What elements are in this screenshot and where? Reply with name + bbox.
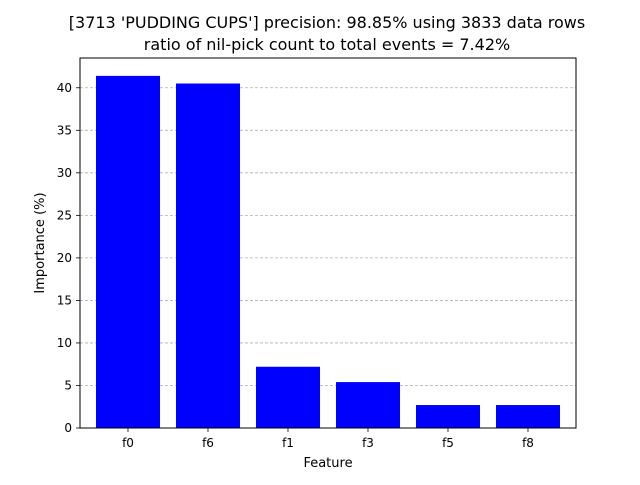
bar-f3 bbox=[336, 382, 400, 428]
y-tick-label: 0 bbox=[64, 421, 72, 435]
y-tick-label: 10 bbox=[57, 336, 72, 350]
bar-f1 bbox=[256, 366, 320, 428]
x-tick-label-f5: f5 bbox=[442, 436, 454, 450]
x-tick-label-f0: f0 bbox=[122, 436, 134, 450]
bar-f5 bbox=[416, 405, 480, 428]
plot-frame bbox=[79, 57, 577, 429]
y-tick-label: 35 bbox=[57, 123, 72, 137]
y-axis-label: Importance (%) bbox=[33, 192, 48, 293]
x-axis-label: Feature bbox=[303, 456, 352, 471]
bar-f8 bbox=[496, 405, 560, 428]
y-tick-label: 25 bbox=[57, 208, 72, 222]
x-tick-label-f6: f6 bbox=[202, 436, 214, 450]
bar-f0 bbox=[96, 75, 160, 429]
bar-f6 bbox=[176, 83, 240, 428]
x-tick-label-f3: f3 bbox=[362, 436, 374, 450]
y-axis-ticks: 0 5 10 15 20 25 30 35 40 bbox=[57, 81, 80, 435]
chart-title-line-2: ratio of nil-pick count to total events … bbox=[144, 35, 510, 54]
bars bbox=[96, 75, 560, 429]
x-tick-label-f8: f8 bbox=[522, 436, 534, 450]
y-tick-label: 30 bbox=[57, 166, 72, 180]
y-tick-label: 15 bbox=[57, 293, 72, 307]
y-tick-label: 5 bbox=[64, 378, 72, 392]
y-tick-label: 40 bbox=[57, 81, 72, 95]
x-axis-ticks: f0 f6 f1 f3 f5 f8 bbox=[122, 428, 534, 450]
chart-title-line-1: [3713 'PUDDING CUPS'] precision: 98.85% … bbox=[69, 13, 585, 32]
x-tick-label-f1: f1 bbox=[282, 436, 294, 450]
y-tick-label: 20 bbox=[57, 251, 72, 265]
grid-lines bbox=[80, 87, 576, 429]
